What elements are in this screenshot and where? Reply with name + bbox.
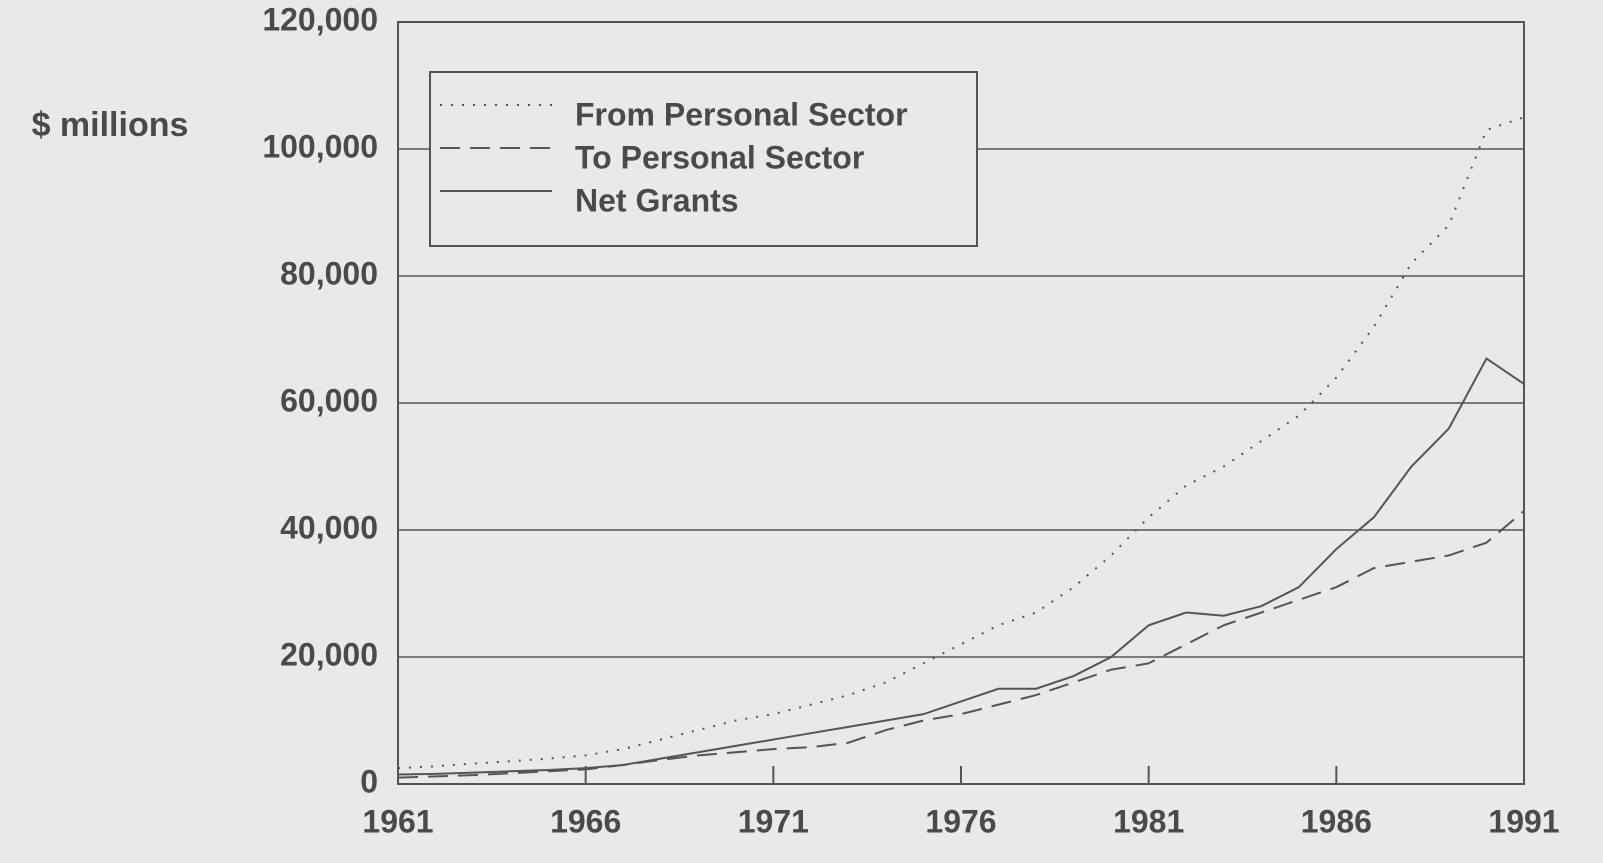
x-tick-label: 1981 <box>1113 803 1184 839</box>
y-tick-label: 120,000 <box>262 1 378 37</box>
x-tick-label: 1991 <box>1488 803 1559 839</box>
y-tick-label: 80,000 <box>280 255 378 291</box>
series-line <box>397 357 1525 776</box>
y-tick-label: 100,000 <box>262 128 378 164</box>
y-tick-label: 60,000 <box>280 382 378 418</box>
x-tick-label: 1976 <box>925 803 996 839</box>
legend-box <box>429 71 978 247</box>
y-axis-label: $ millions <box>32 106 189 144</box>
legend-label: To Personal Sector <box>575 139 864 175</box>
y-tick-label: 0 <box>360 763 378 799</box>
legend-label: Net Grants <box>575 182 739 218</box>
legend-label: From Personal Sector <box>575 96 908 132</box>
x-tick-label: 1971 <box>738 803 809 839</box>
x-tick-label: 1986 <box>1301 803 1372 839</box>
y-tick-label: 20,000 <box>280 636 378 672</box>
x-tick-label: 1961 <box>362 803 433 839</box>
series-line <box>397 510 1525 779</box>
y-tick-label: 40,000 <box>280 509 378 545</box>
series-line <box>397 116 1525 770</box>
x-tick-label: 1966 <box>550 803 621 839</box>
